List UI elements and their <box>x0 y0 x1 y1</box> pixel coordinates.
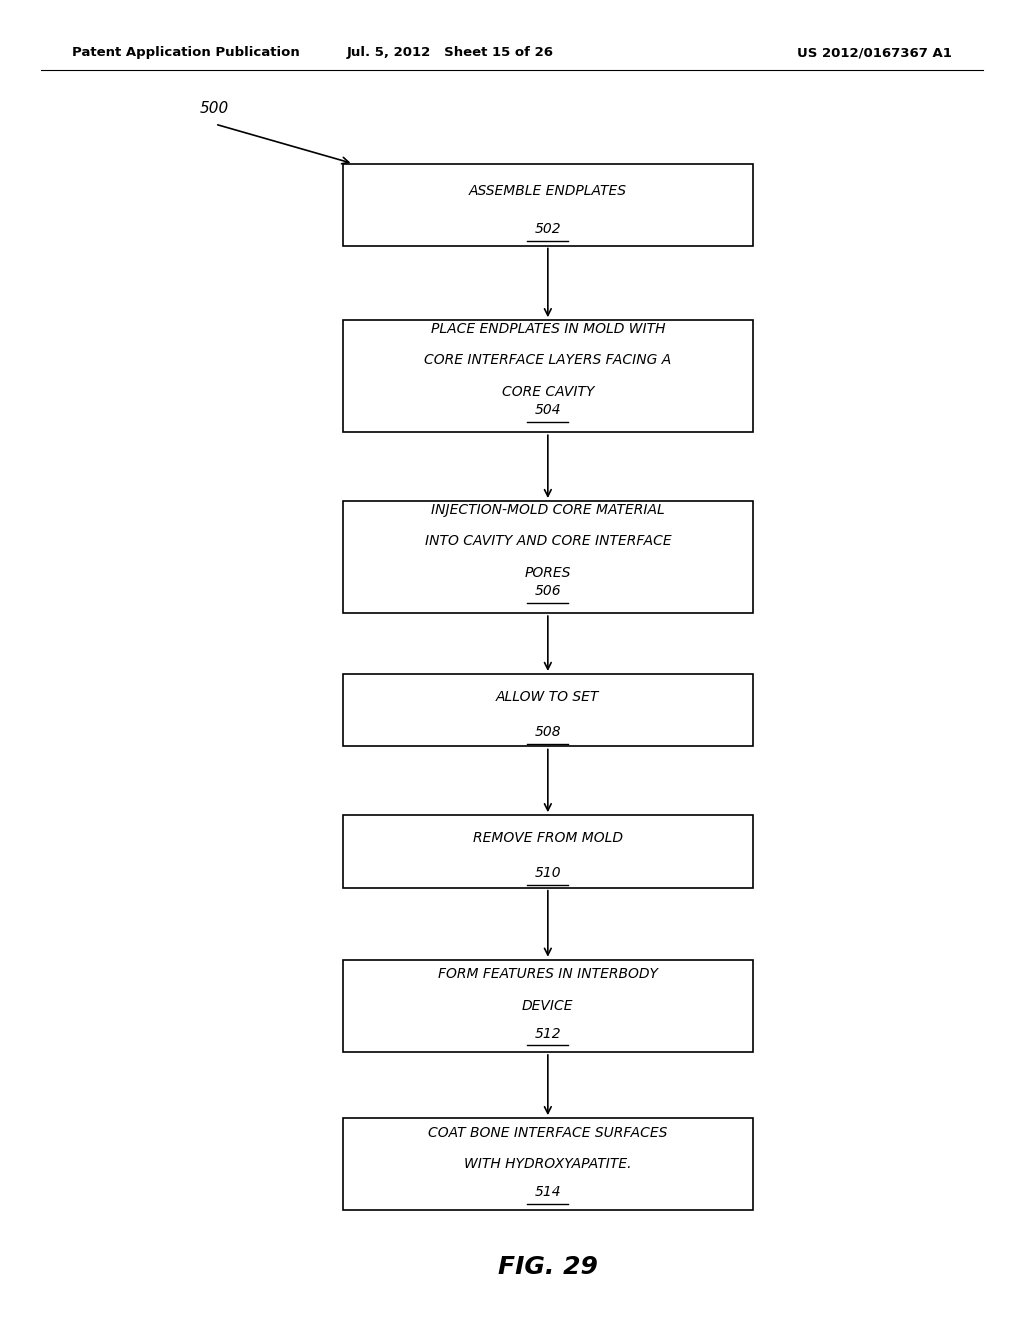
Text: PLACE ENDPLATES IN MOLD WITH: PLACE ENDPLATES IN MOLD WITH <box>430 322 666 335</box>
Bar <box>343 960 753 1052</box>
Bar <box>343 502 753 612</box>
Text: COAT BONE INTERFACE SURFACES: COAT BONE INTERFACE SURFACES <box>428 1126 668 1139</box>
Text: DEVICE: DEVICE <box>522 999 573 1012</box>
Text: INTO CAVITY AND CORE INTERFACE: INTO CAVITY AND CORE INTERFACE <box>425 535 671 548</box>
Text: 508: 508 <box>535 725 561 739</box>
Text: WITH HYDROXYAPATITE.: WITH HYDROXYAPATITE. <box>464 1158 632 1171</box>
Text: 500: 500 <box>200 100 229 116</box>
Bar <box>343 321 753 433</box>
Text: 514: 514 <box>535 1185 561 1199</box>
Text: CORE CAVITY: CORE CAVITY <box>502 385 594 399</box>
Text: Jul. 5, 2012   Sheet 15 of 26: Jul. 5, 2012 Sheet 15 of 26 <box>347 46 554 59</box>
Text: REMOVE FROM MOLD: REMOVE FROM MOLD <box>473 832 623 845</box>
Text: FORM FEATURES IN INTERBODY: FORM FEATURES IN INTERBODY <box>438 968 657 981</box>
Bar <box>343 814 753 888</box>
Text: ALLOW TO SET: ALLOW TO SET <box>497 690 599 704</box>
Text: FIG. 29: FIG. 29 <box>498 1255 598 1279</box>
Bar <box>343 1118 753 1210</box>
Bar <box>343 673 753 747</box>
Text: Patent Application Publication: Patent Application Publication <box>72 46 299 59</box>
Text: US 2012/0167367 A1: US 2012/0167367 A1 <box>798 46 952 59</box>
Text: 510: 510 <box>535 866 561 880</box>
Text: CORE INTERFACE LAYERS FACING A: CORE INTERFACE LAYERS FACING A <box>424 354 672 367</box>
Text: 506: 506 <box>535 583 561 598</box>
Text: 502: 502 <box>535 222 561 236</box>
Text: ASSEMBLE ENDPLATES: ASSEMBLE ENDPLATES <box>469 185 627 198</box>
Text: 512: 512 <box>535 1027 561 1040</box>
Text: 504: 504 <box>535 403 561 417</box>
Bar <box>343 164 753 246</box>
Text: INJECTION-MOLD CORE MATERIAL: INJECTION-MOLD CORE MATERIAL <box>431 503 665 516</box>
Text: PORES: PORES <box>524 566 571 579</box>
